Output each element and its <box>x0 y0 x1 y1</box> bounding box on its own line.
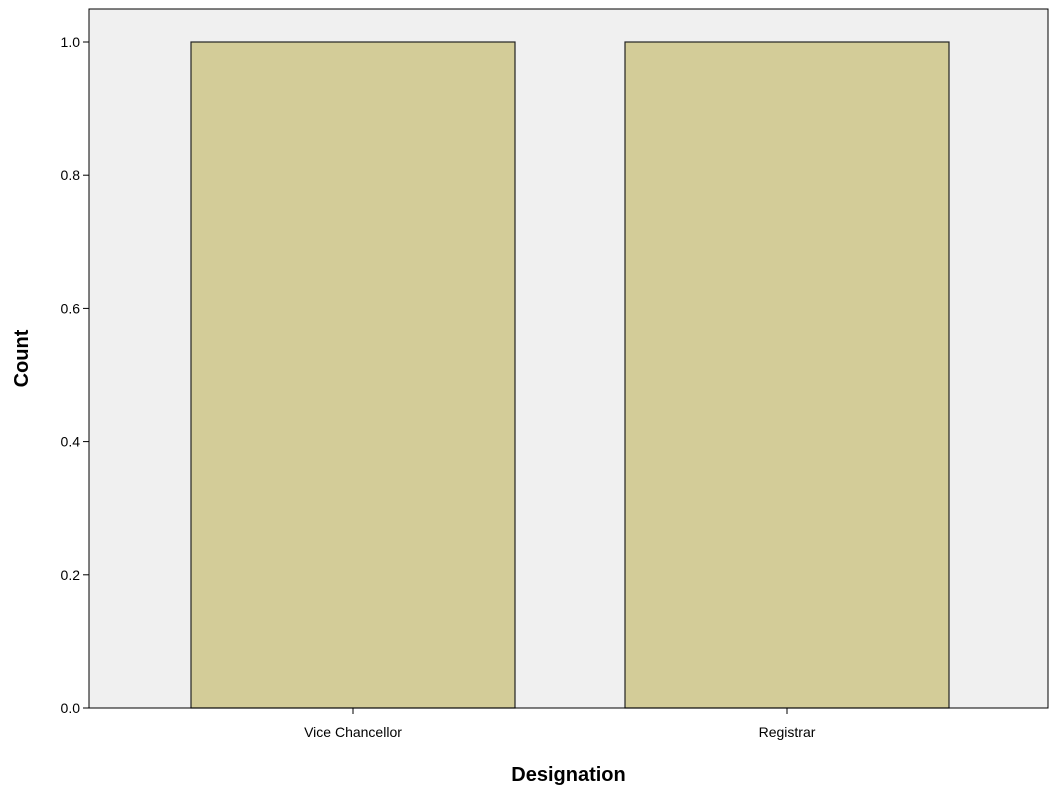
bars-group <box>190 41 950 709</box>
x-tick-label: Registrar <box>759 724 816 740</box>
y-tick-label: 0.8 <box>61 167 81 183</box>
y-tick-label: 1.0 <box>61 34 81 50</box>
y-axis-ticks: 0.0 0.2 0.4 0.6 0.8 1.0 <box>61 34 89 716</box>
y-tick-label: 0.0 <box>61 700 81 716</box>
x-axis-title: Designation <box>511 764 625 786</box>
bar-registrar <box>624 41 950 709</box>
y-tick-label: 0.6 <box>61 300 81 316</box>
x-tick-label: Vice Chancellor <box>304 724 402 740</box>
y-tick-label: 0.4 <box>61 434 81 450</box>
y-tick-label: 0.2 <box>61 567 81 583</box>
y-axis-title: Count <box>11 329 33 387</box>
bar-vice-chancellor <box>190 41 516 709</box>
x-axis-ticks: Vice Chancellor Registrar <box>304 708 816 740</box>
